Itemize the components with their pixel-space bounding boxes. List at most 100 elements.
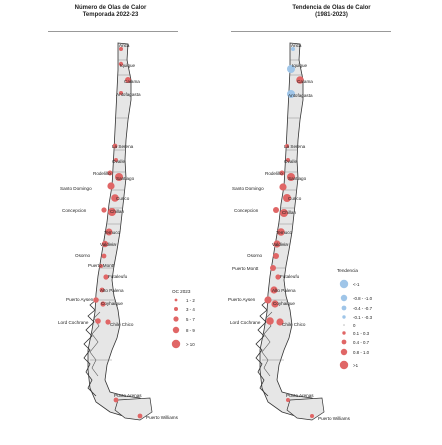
dot-ovalle [114,158,118,162]
legend-dot-3 [173,316,179,322]
trend-dot-altopalena [270,286,278,294]
dot-osorno [101,253,107,259]
legend-trend-label-5: 0 [353,323,356,328]
dot-arica [119,47,123,51]
trend-dot-rodelillo [279,170,285,176]
panel-title: Número de Olas de Calor Temporada 2022-2… [0,5,221,19]
r-label-osorno: Osorno [247,253,263,258]
dot-puertomontt [99,264,103,268]
legend-trend-label-2: -0.8 - -1.0 [353,296,373,301]
trend-dot-coyhaique [271,300,279,308]
city-labels-right: Arica Iquique Calama Antofagasta La Sere… [228,43,351,421]
dot-futaleufu [103,274,109,280]
legend-trend-label-1: <-1 [353,282,360,287]
panel-title-right: Tendencia de Olas de Calor (1981-2023) [221,5,442,19]
label-santiago: Santiago [116,176,135,181]
label-puntaarenas: Punta Arenas [114,393,142,398]
r-label-santodomingo: Santo Domingo [232,186,264,191]
dot-iquique [118,61,124,67]
label-chillan: Chillan [110,209,124,214]
legend-trend-label-3: -0.4 - -0.7 [353,306,373,311]
trend-dot-chilechico [276,318,284,326]
dot-puntaarenas [113,397,119,403]
legend-label-2: 3 - 4 [186,307,195,312]
dot-valdivia [101,240,109,248]
legend-trend-label-4: -0.1 - -0.3 [353,315,373,320]
legend-label-1: 1 - 2 [186,298,195,303]
label-santodomingo: Santo Domingo [60,186,92,191]
r-label-valdivia: Valdivia [272,242,288,247]
dot-coyhaique [100,301,106,307]
r-label-puertoaysen: Puerto Aysen [228,297,256,302]
dot-puertoaysen [93,297,99,303]
trend-dot-santiago [287,173,295,181]
legend-trend-dot-7 [341,339,347,345]
trend-dot-ovalle [286,158,290,162]
legend-trend-label-9: >1 [353,363,359,368]
panel-heatwave-trend: Tendencia de Olas de Calor (1981-2023) [221,0,442,445]
label-puertoaysen: Puerto Aysen [66,297,94,302]
trend-dot-iquique [287,65,295,73]
legend-trend-dot-5 [343,324,345,326]
r-label-rodelillo: Rodelillo [265,171,283,176]
chile-land-right [259,42,319,419]
legend-trend-label-6: 0.1 - 0.3 [353,331,370,336]
label-osorno: Osorno [75,253,91,258]
label-altopalena: Alto Palena [100,288,124,293]
label-antofagasta: Antofagasta [116,92,141,97]
trend-dot-puertowilliams [310,414,314,418]
trend-dot-chillan [280,209,288,217]
legend-title: OC 2023 [172,289,191,294]
trend-dot-curico [283,194,291,202]
dot-santodomingo [107,182,115,190]
r-label-laserena: La Serena [284,144,306,149]
dot-antofagasta [119,91,123,95]
trend-dot-futaleufu [275,274,281,280]
trend-dot-arica [291,47,295,51]
trend-dot-osorno [273,253,279,259]
tierra-del-fuego-right [286,397,325,421]
legend-trend-title: Tendencia [337,268,358,273]
dot-temuco [105,228,113,236]
fjord-coast [83,299,97,397]
legend-trend-label-7: 0.4 - 0.7 [353,340,370,345]
legend-trend-dot-2 [340,294,348,302]
label-laserena: La Serena [112,144,134,149]
city-labels: Arica Iquique Calama Antofagasta La Sere… [58,43,179,420]
trend-dot-puertoaysen [264,296,272,304]
legend-dot-2 [174,307,178,311]
panel-subtitle: Temporada 2022-23 [82,12,139,18]
trend-dot-calama [296,76,304,84]
dot-calama [125,77,131,83]
legend-dot-5 [171,339,181,349]
r-label-concepcion: Concepcion [234,208,259,213]
r-label-chillan: Chillan [282,210,296,215]
dot-santiago [115,173,123,181]
legend-label-4: 8 - 9 [186,328,195,333]
tierra-del-fuego [114,397,153,421]
r-label-santiago: Santiago [288,176,307,181]
r-label-curico: Curico [288,196,302,201]
dot-rodelillo [107,170,113,176]
legend-label-5: > 10 [186,342,195,347]
panel-subtitle-right: (1981-2023) [315,12,348,18]
legend-trend-label-8: 0.8 - 1.0 [353,350,370,355]
label-temuco: Temuco [104,230,121,235]
label-lordcochrane: Lord Cochrane [58,320,89,325]
trend-dot-antofagasta [287,90,295,98]
label-puertomontt: Puerto Montt [88,263,115,268]
heatwave-dots [93,47,143,419]
dot-altopalena [99,287,105,293]
label-arica: Arica [119,43,130,48]
legend-dot-1 [174,298,178,302]
dot-lordcochrane [95,318,101,324]
trend-dot-laserena [285,144,289,148]
panel-title-main: Número de Olas de Calor [74,5,147,11]
label-rodelillo: Rodelillo [93,171,111,176]
chile-map-left: Arica Iquique Calama Antofagasta La Sere… [58,42,195,421]
r-label-ovalle: Ovalle [284,159,297,164]
label-valdivia: Valdivia [100,242,116,247]
label-chilechico: Chile Chico [110,322,134,327]
panel-heatwave-count: Número de Olas de Calor Temporada 2022-2… [0,5,221,421]
r-label-arica: Arica [291,43,302,48]
